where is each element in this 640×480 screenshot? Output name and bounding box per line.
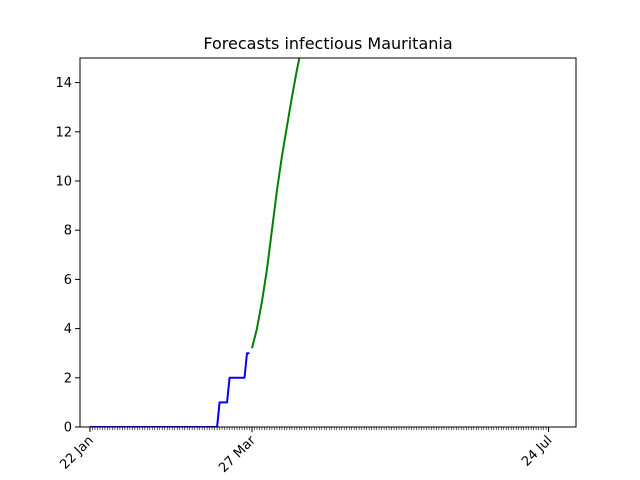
y-axis: 0 2 4 6 8 10 12 14	[55, 76, 80, 436]
y-tick-label: 10	[55, 175, 72, 190]
y-tick-label: 4	[64, 322, 72, 337]
series-line-2	[251, 58, 301, 349]
y-tick-label: 2	[64, 371, 72, 386]
y-tick-label: 8	[64, 224, 72, 239]
plot-area-frame	[79, 57, 577, 428]
series-line-1	[89, 352, 250, 427]
y-tick-label: 12	[55, 125, 72, 140]
y-tick-label: 0	[64, 421, 72, 436]
chart-title: Forecasts infectious Mauritania	[203, 34, 452, 53]
series-layer	[89, 58, 301, 427]
y-tick-label: 6	[64, 273, 72, 288]
y-tick-label: 14	[55, 76, 72, 91]
